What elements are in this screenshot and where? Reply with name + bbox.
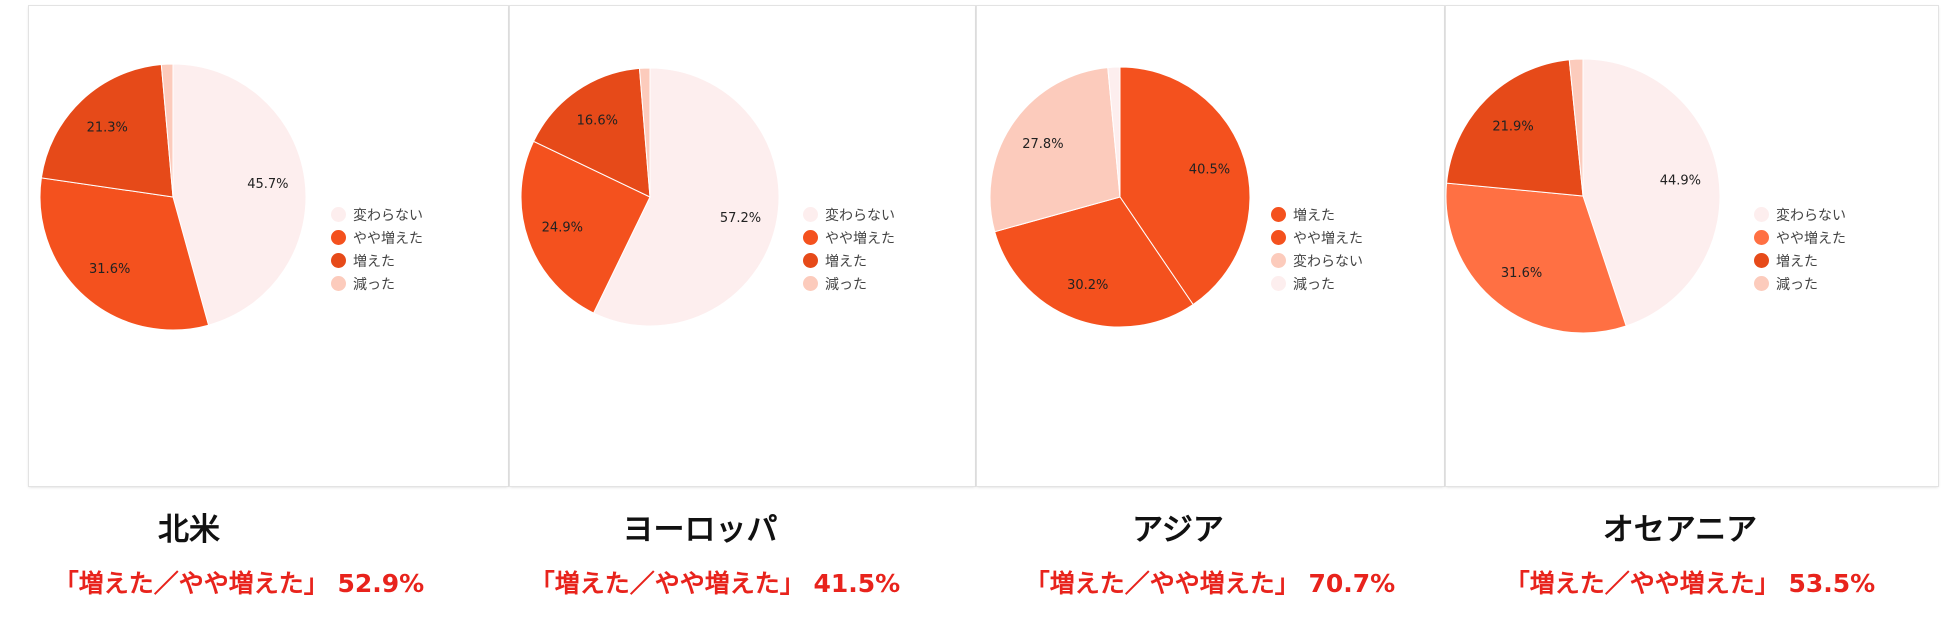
pie-slice-label-1: 30.2% [1067, 278, 1108, 293]
legend-swatch [331, 207, 346, 222]
legend-swatch [1754, 207, 1769, 222]
pie-slice-label-2: 21.9% [1492, 119, 1533, 134]
pie-slice-label-2: 16.6% [577, 114, 618, 129]
legend-label: やや増えた [1776, 230, 1846, 247]
legend-item-3: 減った [1271, 272, 1363, 295]
pie-slice-3 [638, 67, 651, 198]
legend-item-3: 減った [803, 272, 895, 295]
pie-slice-label-0: 40.5% [1189, 162, 1230, 177]
region-summary-europe: 「増えた／やや増えた」 41.5% [529, 569, 901, 598]
pie-slice-0 [172, 63, 307, 326]
legend-swatch [803, 253, 818, 268]
pie-chart-north-america: 45.7% 31.6% 21.3% [39, 63, 307, 331]
pie-slice-label-1: 31.6% [1501, 266, 1542, 281]
legend-swatch [1754, 276, 1769, 291]
region-title-asia: アジア [1132, 512, 1224, 548]
legend-swatch [1271, 276, 1286, 291]
legend-label: 増えた [1776, 253, 1818, 270]
legend-label: 減った [353, 276, 395, 293]
legend-label: 増えた [1293, 207, 1335, 224]
region-title-north-america: 北米 [158, 512, 220, 548]
pie-chart-europe: 57.2% 24.9% 16.6% [520, 67, 780, 327]
legend-swatch [803, 230, 818, 245]
pie-slice-3 [160, 63, 174, 198]
legend-item-2: 増えた [1754, 249, 1846, 272]
legend-label: やや増えた [353, 230, 423, 247]
legend-swatch [1271, 207, 1286, 222]
legend-item-1: やや増えた [803, 226, 895, 249]
legend-swatch [1271, 230, 1286, 245]
legend-label: 減った [1293, 276, 1335, 293]
legend-item-3: 減った [331, 272, 423, 295]
legend-label: 変わらない [1776, 207, 1846, 224]
legend-swatch [803, 207, 818, 222]
pie-slice-label-0: 45.7% [247, 177, 288, 192]
legend-swatch [331, 253, 346, 268]
legend-swatch [803, 276, 818, 291]
legend-item-1: やや増えた [331, 226, 423, 249]
region-summary-asia: 「増えた／やや増えた」 70.7% [1024, 569, 1396, 598]
region-title-europe: ヨーロッパ [622, 512, 778, 548]
chart-panel-europe: 57.2% 24.9% 16.6% 変わらないやや増えた増えた減った [510, 6, 975, 486]
legend-item-2: 変わらない [1271, 249, 1363, 272]
pie-slice-1 [39, 177, 210, 331]
pie-slice-0 [1582, 58, 1721, 327]
pie-slice-2 [40, 63, 174, 198]
legend-label: 増えた [825, 253, 867, 270]
legend-swatch [331, 276, 346, 291]
chart-panel-asia: 40.5% 30.2% 27.8% 増えたやや増えた変わらない減った [977, 6, 1444, 486]
pie-slice-0 [592, 67, 780, 327]
legend-label: 増えた [353, 253, 395, 270]
legend-label: 減った [1776, 276, 1818, 293]
region-title-oceania: オセアニア [1602, 512, 1758, 548]
legend-label: 変わらない [1293, 253, 1363, 270]
legend-swatch [1754, 253, 1769, 268]
pie-slice-label-2: 21.3% [87, 120, 128, 135]
pie-slice-2 [1446, 59, 1584, 197]
legend-label: やや増えた [825, 230, 895, 247]
legend-label: 変わらない [825, 207, 895, 224]
region-summary-north-america: 「増えた／やや増えた」 52.9% [53, 569, 425, 598]
pie-slice-2 [989, 67, 1121, 233]
chart-panel-north-america: 45.7% 31.6% 21.3% 変わらないやや増えた増えた減った [29, 6, 508, 486]
legend-label: 変わらない [353, 207, 423, 224]
pie-slice-label-0: 57.2% [720, 211, 761, 226]
legend-oceania: 変わらないやや増えた増えた減った [1754, 203, 1846, 295]
legend-swatch [1754, 230, 1769, 245]
legend-item-0: 変わらない [1754, 203, 1846, 226]
pie-slice-label-0: 44.9% [1660, 173, 1701, 188]
pie-slice-label-2: 27.8% [1022, 137, 1063, 152]
pie-slice-2 [532, 67, 651, 198]
legend-item-0: 増えた [1271, 203, 1363, 226]
legend-asia: 増えたやや増えた変わらない減った [1271, 203, 1363, 295]
legend-item-2: 増えた [803, 249, 895, 272]
pie-chart-oceania: 44.9% 31.6% 21.9% [1445, 58, 1721, 334]
region-summary-oceania: 「増えた／やや増えた」 53.5% [1504, 569, 1876, 598]
legend-item-0: 変わらない [331, 203, 423, 226]
chart-panel-oceania: 44.9% 31.6% 21.9% 変わらないやや増えた増えた減った [1445, 6, 1938, 486]
pie-slice-1 [520, 140, 651, 314]
pie-slice-3 [1568, 58, 1584, 197]
pie-slice-label-1: 31.6% [89, 262, 130, 277]
legend-item-1: やや増えた [1754, 226, 1846, 249]
legend-swatch [1271, 253, 1286, 268]
legend-item-2: 増えた [331, 249, 423, 272]
pie-slice-3 [1107, 66, 1121, 198]
pie-slice-1 [994, 196, 1194, 328]
legend-swatch [331, 230, 346, 245]
legend-label: やや増えた [1293, 230, 1363, 247]
legend-europe: 変わらないやや増えた増えた減った [803, 203, 895, 295]
pie-slice-1 [1445, 182, 1627, 334]
legend-item-0: 変わらない [803, 203, 895, 226]
legend-item-1: やや増えた [1271, 226, 1363, 249]
pie-slice-label-1: 24.9% [542, 221, 583, 236]
pie-slice-0 [1119, 66, 1251, 306]
legend-north-america: 変わらないやや増えた増えた減った [331, 203, 423, 295]
pie-chart-asia: 40.5% 30.2% 27.8% [989, 66, 1251, 328]
legend-label: 減った [825, 276, 867, 293]
legend-item-3: 減った [1754, 272, 1846, 295]
